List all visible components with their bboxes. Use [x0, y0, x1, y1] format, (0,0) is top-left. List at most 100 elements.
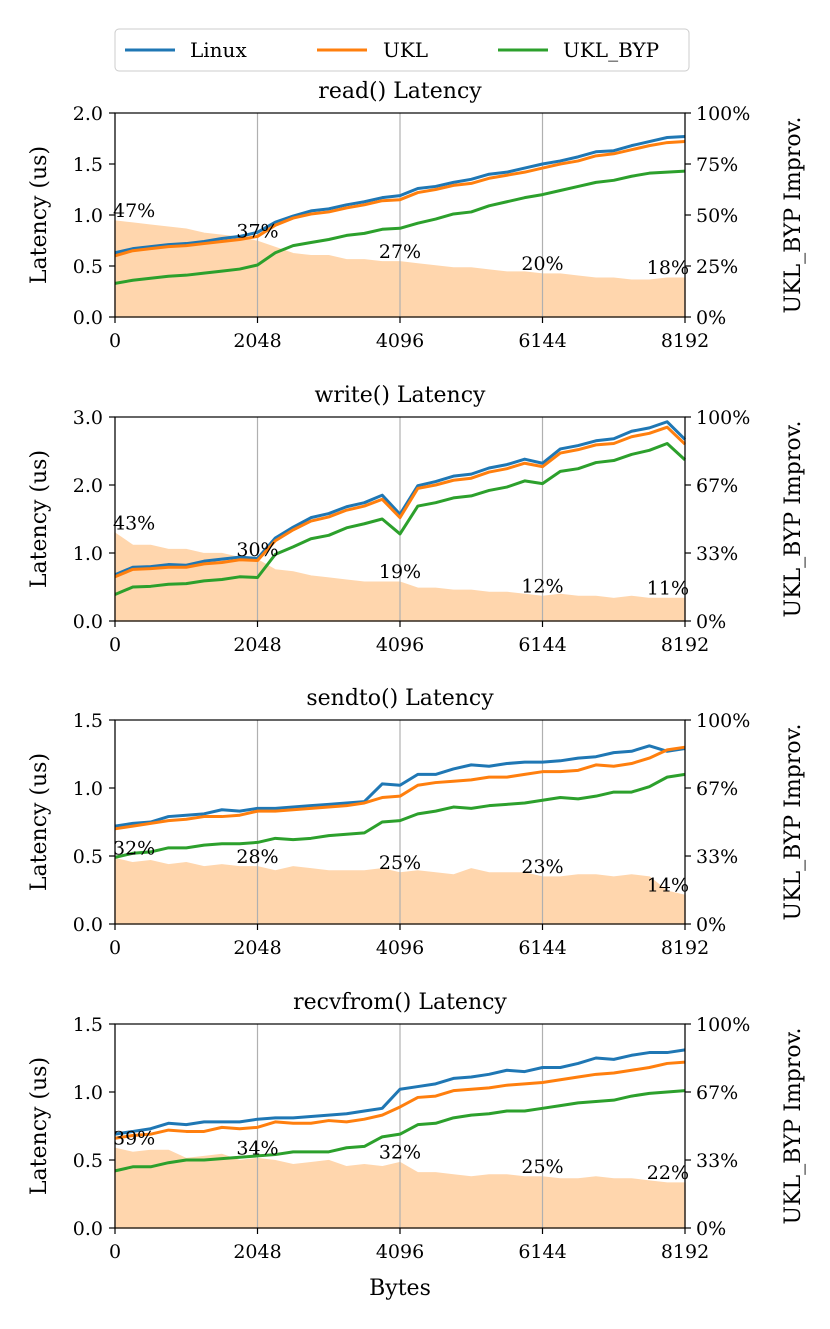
x-tick-label: 2048 [233, 634, 281, 656]
y-right-tick-label: 0% [696, 307, 726, 329]
y-tick-label: 0.0 [73, 307, 103, 329]
chart-title: recvfrom() Latency [293, 990, 507, 1015]
y-tick-label: 1.0 [73, 778, 103, 800]
x-tick-label: 0 [109, 330, 121, 352]
improvement-annotation: 25% [521, 1156, 563, 1178]
x-tick-label: 8192 [661, 1241, 709, 1263]
y-tick-label: 1.0 [73, 1082, 103, 1104]
improvement-annotation: 30% [236, 539, 278, 561]
improvement-annotation: 18% [647, 257, 689, 279]
improvement-annotation: 12% [521, 576, 563, 598]
x-tick-label: 6144 [518, 937, 566, 959]
x-tick-label: 0 [109, 634, 121, 656]
x-tick-label: 8192 [661, 634, 709, 656]
improvement-annotation: 22% [647, 1162, 689, 1184]
chart-panel-3: sendto() Latency 0.0 0.5 1.0 1.5 0% 33% 67% 100%… [27, 686, 806, 959]
y-right-tick-label: 50% [696, 205, 738, 227]
series-line-linux [114, 1048, 686, 1136]
improvement-annotation: 19% [379, 561, 421, 583]
chart-title: sendto() Latency [306, 686, 494, 711]
improvement-annotation: 23% [521, 856, 563, 878]
improvement-annotation: 14% [647, 874, 689, 896]
y-tick-label: 1.5 [73, 154, 103, 176]
chart-panels: read() Latency 0.0 0.5 1.0 1.5 2.0 0% 25% 50% 75%… [27, 79, 806, 1263]
series-line-linux [114, 420, 687, 577]
x-tick-label: 0 [109, 1241, 121, 1263]
x-axis-label: Bytes [369, 1276, 431, 1301]
y-tick-label: 0.5 [73, 846, 103, 868]
series-line-ukl-byp [114, 772, 686, 859]
y-tick-label: 0.0 [73, 611, 103, 633]
y-tick-label: 3.0 [73, 407, 103, 429]
x-tick-label: 4096 [376, 634, 424, 656]
x-tick-label: 4096 [376, 330, 424, 352]
improvement-annotation: 25% [379, 852, 421, 874]
x-tick-label: 2048 [233, 1241, 281, 1263]
legend-box [114, 28, 690, 72]
series-line-linux [114, 134, 686, 255]
y-tick-label: 1.5 [73, 1014, 103, 1036]
y-right-tick-label: 67% [696, 475, 738, 497]
x-tick-label: 4096 [376, 937, 424, 959]
y-tick-label: 0.0 [73, 1218, 103, 1240]
series-line-ukl [114, 425, 687, 579]
chart-panel-2: write() Latency 0.0 1.0 2.0 3.0 0% 33% 67% 100% 0… [27, 383, 806, 656]
improvement-annotation: 43% [113, 512, 155, 534]
series-line-ukl-byp [114, 442, 687, 596]
y-right-tick-label: 33% [696, 1150, 738, 1172]
x-tick-label: 0 [109, 937, 121, 959]
y-right-tick-label: 67% [696, 778, 738, 800]
y-tick-label: 1.0 [73, 205, 103, 227]
y-right-tick-label: 100% [696, 710, 750, 732]
y-right-tick-label: 100% [696, 407, 750, 429]
series-line-ukl [114, 1060, 686, 1140]
improvement-annotation: 27% [379, 241, 421, 263]
chart-title: write() Latency [315, 383, 486, 408]
y-tick-label: 2.0 [73, 475, 103, 497]
improvement-annotation: 11% [647, 578, 689, 600]
y-axis-label-right: UKL_BYP Improv. [781, 1028, 806, 1225]
y-axis-label: Latency (us) [27, 1057, 52, 1195]
x-tick-label: 6144 [518, 1241, 566, 1263]
x-tick-label: 2048 [233, 937, 281, 959]
y-axis-label: Latency (us) [27, 450, 52, 588]
y-tick-label: 0.5 [73, 256, 103, 278]
x-tick-label: 2048 [233, 330, 281, 352]
y-right-tick-label: 0% [696, 611, 726, 633]
y-right-tick-label: 0% [696, 1218, 726, 1240]
improvement-annotation: 32% [113, 838, 155, 860]
improvement-annotation: 39% [113, 1127, 155, 1149]
y-right-tick-label: 75% [696, 154, 738, 176]
series-line-ukl-byp [114, 169, 686, 285]
y-right-tick-label: 100% [696, 103, 750, 125]
y-tick-label: 1.5 [73, 710, 103, 732]
legend: Linux UKL UKL_BYP [114, 28, 690, 72]
series-line-ukl [114, 745, 686, 831]
improvement-annotation: 32% [379, 1142, 421, 1164]
x-tick-label: 6144 [518, 330, 566, 352]
y-tick-label: 2.0 [73, 103, 103, 125]
improvement-annotation: 28% [236, 846, 278, 868]
x-tick-label: 8192 [661, 330, 709, 352]
improvement-annotation: 34% [236, 1138, 278, 1160]
chart-panel-1: read() Latency 0.0 0.5 1.0 1.5 2.0 0% 25% 50% 75%… [27, 79, 806, 352]
y-tick-label: 1.0 [73, 543, 103, 565]
series-line-ukl [114, 140, 686, 258]
series-line-linux [114, 744, 686, 828]
y-right-tick-label: 33% [696, 846, 738, 868]
legend-label-linux: Linux [190, 38, 247, 62]
improvement-annotation: 37% [236, 221, 278, 243]
chart-panel-4: recvfrom() Latency 0.0 0.5 1.0 1.5 0% 33% 67% 10… [27, 990, 806, 1263]
y-right-tick-label: 33% [696, 543, 738, 565]
legend-label-ukl: UKL [383, 38, 428, 62]
y-right-tick-label: 67% [696, 1082, 738, 1104]
y-tick-label: 0.5 [73, 1150, 103, 1172]
y-right-tick-label: 100% [696, 1014, 750, 1036]
chart-title: read() Latency [318, 79, 482, 104]
improvement-annotation: 20% [521, 253, 563, 275]
y-right-tick-label: 25% [696, 256, 738, 278]
y-axis-label: Latency (us) [27, 753, 52, 891]
improvement-annotation: 47% [113, 200, 155, 222]
y-right-tick-label: 0% [696, 914, 726, 936]
